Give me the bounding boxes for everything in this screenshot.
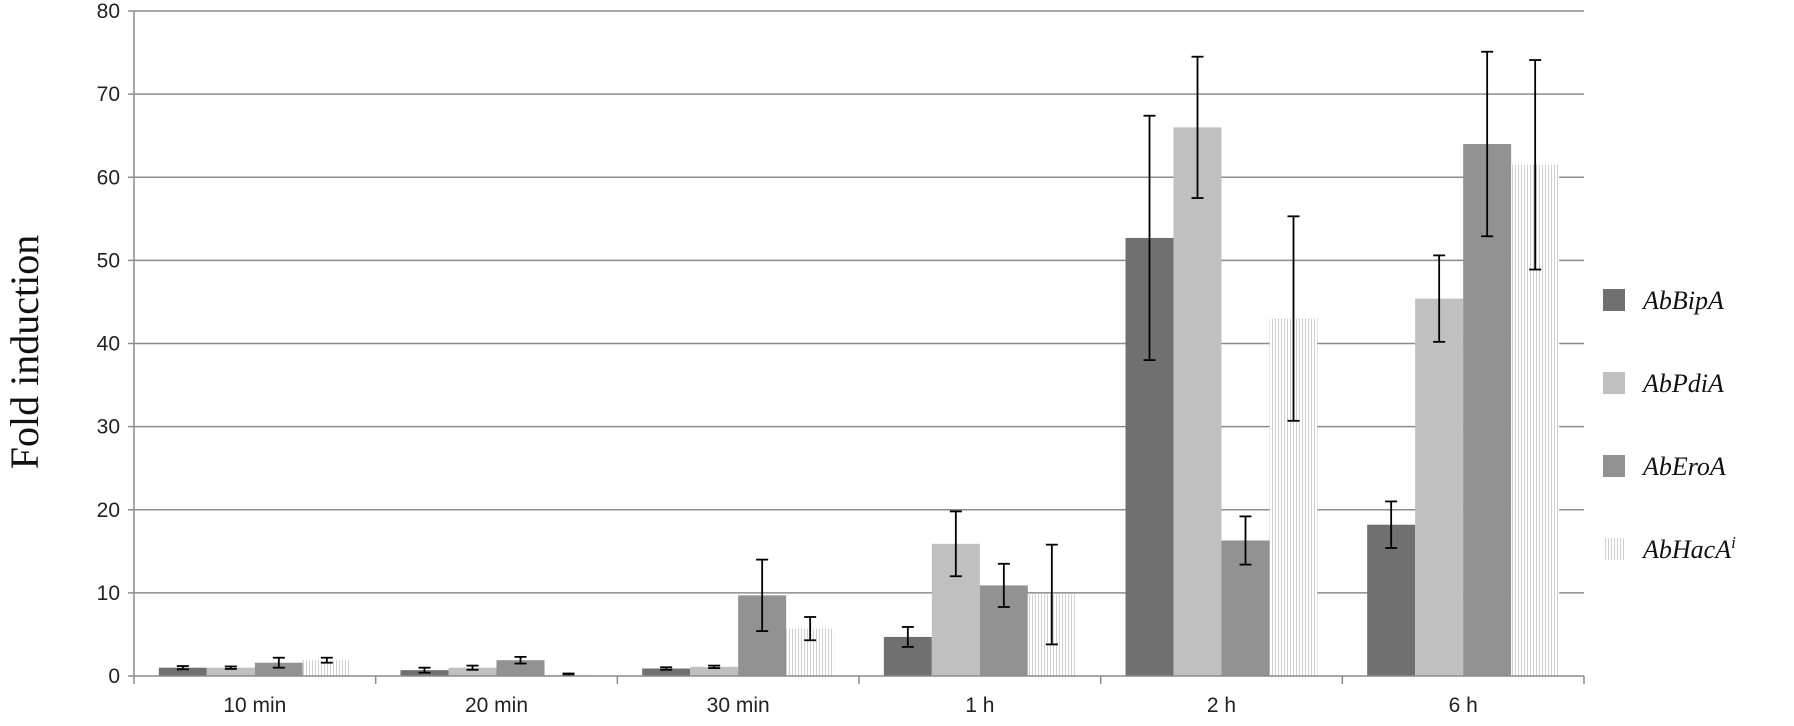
y-tick-label: 50 [97, 249, 120, 272]
bar-abpdia [690, 666, 739, 676]
legend: AbBipA AbPdiA AbEroA AbHacAi [1603, 286, 1736, 564]
x-tick-label: 2 h [1207, 694, 1236, 717]
x-tick-label: 1 h [965, 694, 994, 717]
x-tick-label: 20 min [465, 694, 528, 717]
bar-abpdia [1415, 298, 1464, 676]
error-bar [272, 656, 285, 669]
error-bar [514, 655, 527, 665]
y-axis-label: Fold induction [2, 235, 47, 469]
legend-swatch [1603, 538, 1625, 560]
bar-abbipa [642, 668, 691, 676]
x-tick-label: 6 h [1449, 694, 1478, 717]
bar-abbipa [158, 667, 207, 676]
error-bar [901, 626, 914, 648]
error-bar [1385, 500, 1398, 549]
error-bar [804, 616, 817, 642]
axes [128, 10, 1585, 684]
y-tick-label: 10 [97, 582, 120, 605]
legend-item: AbHacAi [1603, 533, 1736, 564]
legend-swatch [1603, 289, 1625, 311]
error-bar [1481, 50, 1494, 238]
error-bar [1045, 543, 1058, 646]
y-tick-label: 0 [108, 665, 120, 688]
error-bar [418, 666, 431, 674]
error-bar [466, 664, 479, 671]
error-bar [1191, 55, 1204, 199]
legend-label: AbEroA [1641, 452, 1726, 481]
y-tick-label: 30 [97, 416, 120, 439]
error-bar [949, 510, 962, 578]
error-bar [660, 666, 673, 671]
tick-labels: 0 10 20 30 40 50 60 70 80 10 min 20 min 30 min 1 h 2 … [97, 0, 1478, 717]
legend-swatch [1603, 372, 1625, 394]
bar-aberoa [496, 660, 545, 676]
error-bars [176, 50, 1542, 677]
y-tick-label: 70 [97, 83, 120, 106]
bars [158, 127, 1560, 676]
x-tick-label: 30 min [707, 694, 770, 717]
legend-item: AbPdiA [1603, 369, 1724, 398]
error-bar [320, 656, 333, 664]
y-tick-label: 20 [97, 499, 120, 522]
bar-abhaca [302, 660, 351, 676]
y-tick-label: 60 [97, 166, 120, 189]
legend-label: AbBipA [1641, 286, 1724, 315]
error-bar [1529, 59, 1542, 271]
y-tick-label: 40 [97, 333, 120, 356]
bar-aberoa [254, 662, 303, 676]
legend-label: AbPdiA [1641, 369, 1724, 398]
legend-label: AbHacAi [1641, 533, 1736, 564]
legend-item: AbBipA [1603, 286, 1724, 315]
error-bar [562, 672, 575, 677]
bar-abbipa [1367, 524, 1416, 676]
bar-abpdia [1173, 127, 1222, 676]
x-tick-label: 10 min [223, 694, 286, 717]
bar-abpdia [448, 667, 497, 676]
error-bar [756, 558, 769, 633]
error-bar [1239, 515, 1252, 566]
error-bar [224, 665, 237, 670]
gridlines [134, 10, 1584, 594]
error-bar [1433, 254, 1446, 343]
error-bar [1287, 215, 1300, 422]
bar-abpdia [206, 667, 255, 676]
legend-swatch [1603, 455, 1625, 477]
error-bar [176, 665, 189, 671]
error-bar [1143, 114, 1156, 362]
legend-item: AbEroA [1603, 452, 1726, 481]
error-bar [708, 664, 721, 670]
error-bar [997, 562, 1010, 608]
y-tick-label: 80 [97, 0, 120, 23]
